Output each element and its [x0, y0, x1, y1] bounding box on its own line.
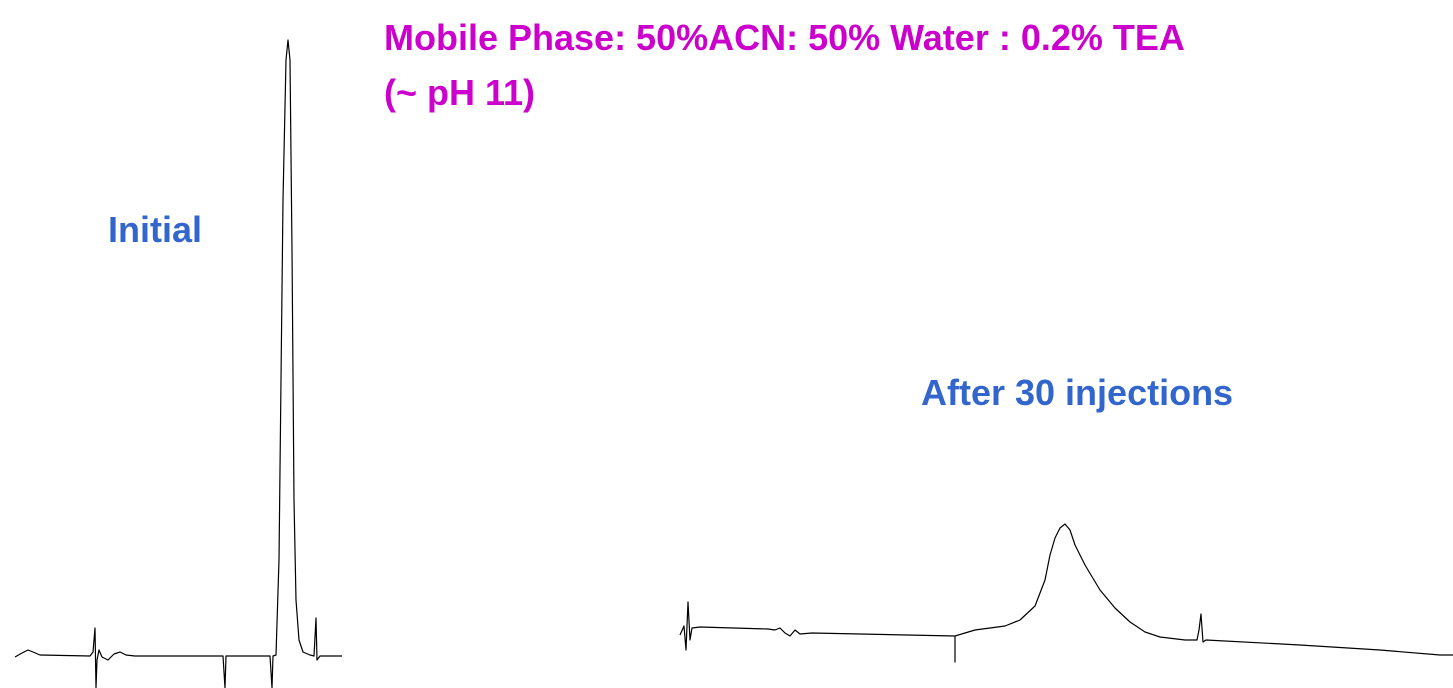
initial-label: Initial: [108, 209, 202, 250]
initial-chromatogram: [14, 39, 342, 688]
title-line: (~ pH 11): [384, 72, 535, 113]
after-label: After 30 injections: [921, 372, 1233, 413]
title-line: Mobile Phase: 50%ACN: 50% Water : 0.2% T…: [384, 17, 1185, 58]
after-chromatogram: [679, 523, 1453, 663]
